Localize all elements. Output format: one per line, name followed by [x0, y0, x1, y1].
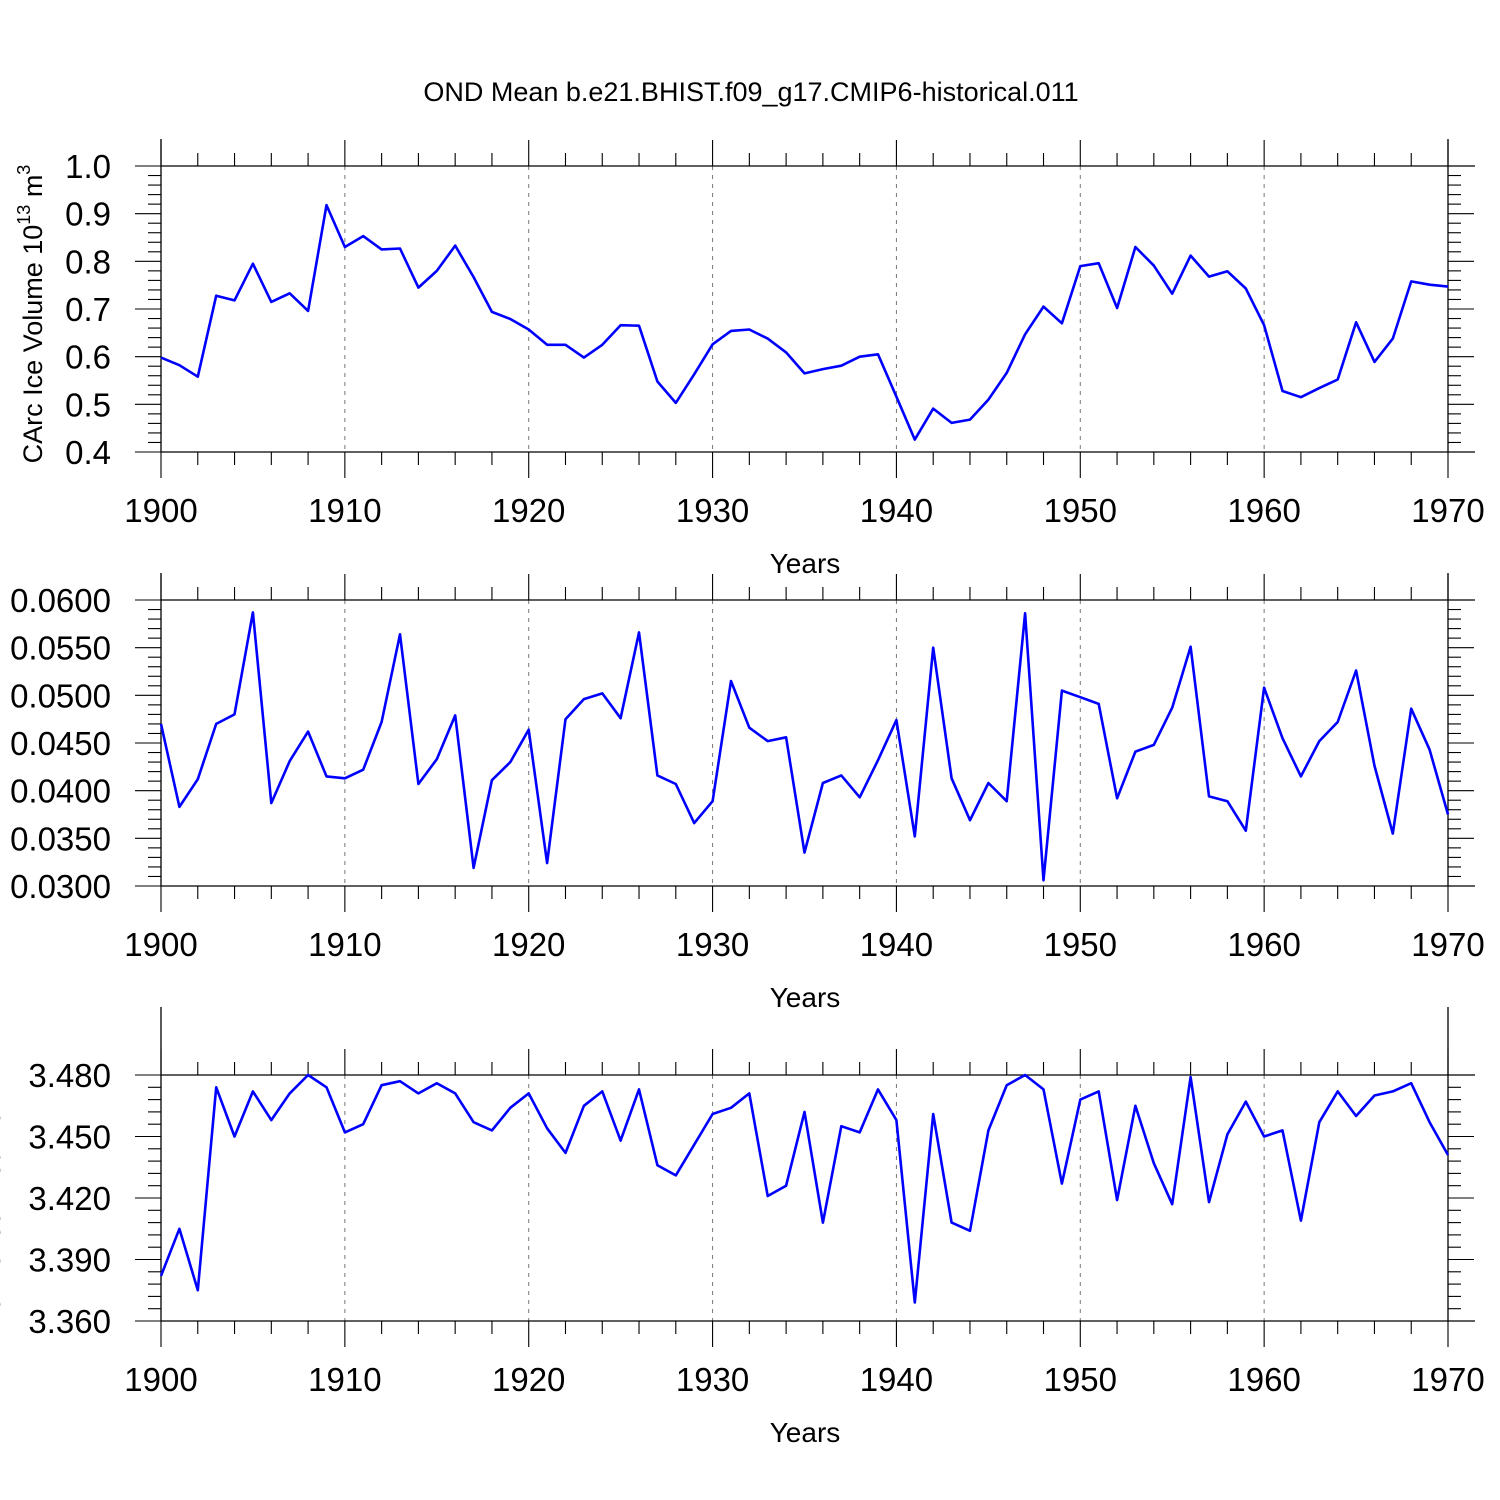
x-tick-label: 1960: [1227, 492, 1300, 529]
x-tick-label: 1950: [1044, 1361, 1117, 1398]
x-tick-label: 1920: [492, 492, 565, 529]
x-tick-label: 1920: [492, 926, 565, 963]
series-line: [159, 611, 1450, 882]
y-tick-label: 0.6: [65, 339, 111, 376]
x-tick-label: 1960: [1227, 1361, 1300, 1398]
y-tick-label: 3.480: [28, 1057, 111, 1094]
x-tick-label: 1970: [1411, 492, 1484, 529]
y-axis-label-unit: m: [18, 175, 48, 205]
x-tick-label: 1950: [1044, 926, 1117, 963]
x-axis-label: Years: [770, 1417, 841, 1448]
y-axis-label-unit: m: [0, 1060, 6, 1090]
y-tick-label: 0.0400: [10, 773, 111, 810]
y-tick-label: 0.7: [65, 291, 111, 328]
chart-panel-3: 1900 1910 1920 1930 1940 1950 1960 1970 3.360 3.3…: [0, 1007, 1485, 1448]
y-tick-label: 3.390: [28, 1242, 111, 1279]
y-tick-label: 3.360: [28, 1303, 111, 1340]
x-tick-label: 1970: [1411, 926, 1484, 963]
y-tick-label: 3.450: [28, 1119, 111, 1156]
y-tick-label: 3.420: [28, 1180, 111, 1217]
y-tick-label: 0.0600: [10, 582, 111, 619]
y-tick-label: 0.9: [65, 196, 111, 233]
y-axis-label-unit-exponent: 3: [14, 165, 34, 175]
y-axis-label: CArc Ice Volume 1013 m3: [14, 165, 48, 464]
x-tick-label: 1940: [860, 926, 933, 963]
y-tick-label: 0.8: [65, 243, 111, 280]
x-tick-label: 1900: [124, 926, 197, 963]
x-tick-label: 1940: [860, 1361, 933, 1398]
x-tick-label: 1930: [676, 492, 749, 529]
x-tick-label: 1920: [492, 1361, 565, 1398]
x-axis-label: Years: [770, 548, 841, 579]
x-tick-label: 1910: [308, 492, 381, 529]
x-tick-label: 1900: [124, 1361, 197, 1398]
x-tick-label: 1910: [308, 926, 381, 963]
y-tick-label: 1.0: [65, 148, 111, 185]
y-tick-label: 0.4: [65, 434, 111, 471]
y-tick-label: 0.0300: [10, 868, 111, 905]
y-tick-label: 0.5: [65, 386, 111, 423]
y-axis-label-text: CArc Ice Area 10: [0, 1110, 6, 1314]
x-axis-label: Years: [770, 982, 841, 1013]
y-tick-label: 0.0500: [10, 677, 111, 714]
y-tick-label: 0.0450: [10, 725, 111, 762]
x-tick-label: 1930: [676, 1361, 749, 1398]
y-tick-label: 0.0350: [10, 820, 111, 857]
series-line: [159, 1073, 1450, 1304]
chart-panel-2: 1900 1910 1920 1930 1940 1950 1960 1970 0.0300 0.…: [10, 573, 1485, 1013]
y-axis-label: CArc Ice Area 1013 m2: [0, 1050, 6, 1314]
series-line: [160, 203, 1449, 441]
x-tick-label: 1900: [124, 492, 197, 529]
x-tick-label: 1970: [1411, 1361, 1484, 1398]
x-tick-label: 1940: [860, 492, 933, 529]
figure-title: OND Mean b.e21.BHIST.f09_g17.CMIP6-histo…: [423, 77, 1078, 107]
x-tick-label: 1950: [1044, 492, 1117, 529]
y-axis-label-exponent: 13: [14, 205, 34, 225]
chart-panel-1: 1900 1910 1920 1930 1940 1950 1960 1970 0.4 0.5 0.…: [14, 139, 1485, 579]
y-axis-label-text: CArc Ice Volume 10: [18, 225, 48, 464]
x-tick-label: 1960: [1227, 926, 1300, 963]
x-tick-label: 1930: [676, 926, 749, 963]
x-tick-label: 1910: [308, 1361, 381, 1398]
y-tick-label: 0.0550: [10, 630, 111, 667]
panels-group: 1900 1910 1920 1930 1940 1950 1960 1970 0.4 0.5 0.…: [0, 139, 1485, 1448]
